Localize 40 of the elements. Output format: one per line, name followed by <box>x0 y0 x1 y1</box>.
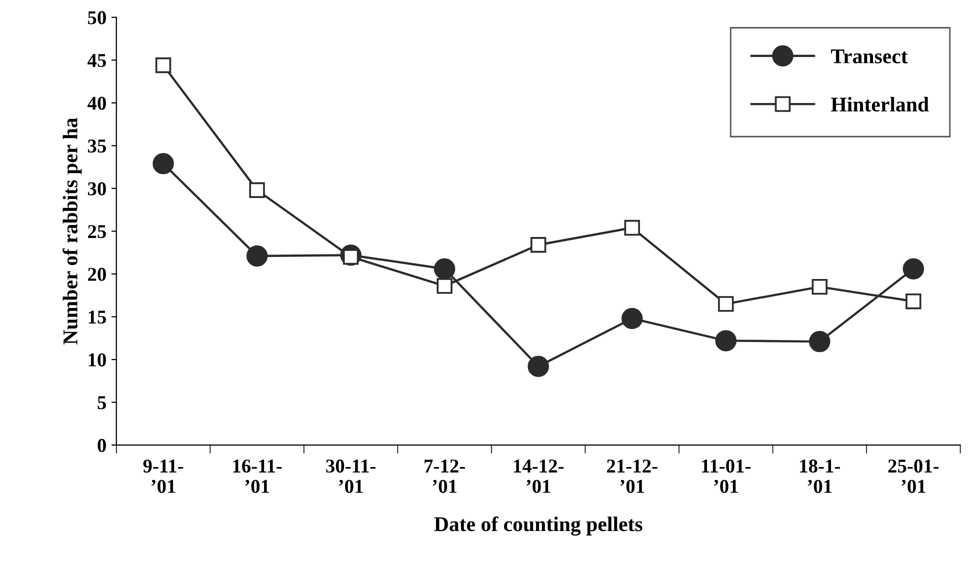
point <box>249 182 265 198</box>
x-tick-label: 18-1- ’01 <box>800 460 840 493</box>
y-tick-label: 40 <box>88 96 106 110</box>
y-tick-label: 25 <box>88 225 106 238</box>
point <box>530 237 546 253</box>
point <box>906 293 922 310</box>
y-axis-title: Number of rabbits per ha <box>62 118 82 344</box>
point <box>809 330 830 352</box>
point <box>436 278 452 294</box>
y-tick-label: 45 <box>88 54 106 68</box>
y-tick-label: 15 <box>88 310 106 324</box>
x-tick-label: 30-11- ’01 <box>326 460 376 493</box>
legend-label: Transect <box>830 50 908 64</box>
x-tick-label: 9-11- ’01 <box>143 460 184 493</box>
point <box>528 356 549 377</box>
x-axis-title: Date of counting pellets <box>434 516 642 536</box>
x-tick-label: 21-12- ’01 <box>607 460 658 493</box>
legend-label: Hinterland <box>831 96 929 112</box>
point <box>434 258 456 280</box>
point <box>715 330 737 352</box>
point <box>902 258 924 280</box>
x-tick-label: 14-12- ’01 <box>514 460 564 493</box>
x-tick-label: 7-12- ’01 <box>424 460 465 493</box>
y-tick-label: 30 <box>88 182 106 196</box>
point <box>621 308 643 330</box>
point <box>152 152 174 174</box>
x-tick-label: 25-01- ’01 <box>888 460 939 493</box>
point <box>246 245 268 267</box>
x-tick-label: 11-01- ’01 <box>702 460 751 493</box>
y-tick-label: 20 <box>88 268 106 281</box>
point <box>624 220 640 236</box>
y-tick-label: 35 <box>88 140 106 153</box>
y-tick-label: 5 <box>98 396 106 410</box>
point <box>155 57 172 74</box>
point <box>812 278 828 295</box>
y-tick-label: 0 <box>98 438 106 452</box>
point <box>718 296 734 312</box>
x-tick-label: 16-11- ’01 <box>233 460 282 493</box>
y-tick-label: 10 <box>88 353 106 366</box>
y-tick-label: 50 <box>88 11 106 24</box>
